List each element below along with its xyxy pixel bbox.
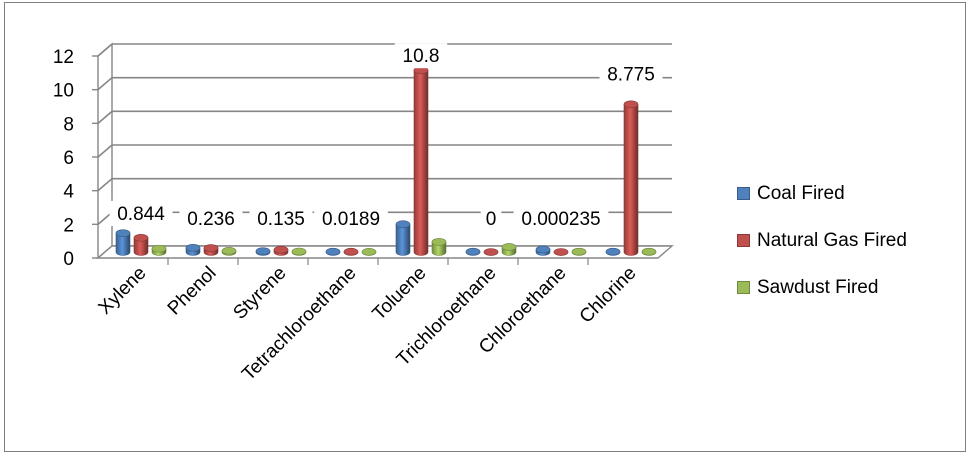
floor — [96, 245, 674, 259]
bar-coal-fired-tetrachloroethane — [325, 247, 341, 256]
bar-coal-fired-phenol — [185, 243, 201, 256]
bar-coal-fired-styrene — [255, 247, 271, 256]
data-label-bg — [513, 206, 609, 231]
bar-sawdust-fired-chlorine — [641, 247, 657, 256]
bar-natural-gas-fired-chlorine — [623, 100, 639, 256]
x-tick-label-chlorine: Chlorine — [576, 263, 641, 328]
x-tick-label-xylene: Xylene — [95, 263, 151, 319]
data-label-bg — [249, 206, 313, 231]
gridline — [97, 144, 672, 158]
bar-natural-gas-fired-xylene — [133, 233, 149, 256]
bar-sawdust-fired-tetrachloroethane — [361, 248, 377, 256]
legend-swatch-coal-fired — [737, 187, 750, 200]
data-label-bg — [109, 201, 173, 226]
gridline — [97, 110, 672, 124]
legend-label-sawdust-fired: Sawdust Fired — [757, 276, 879, 298]
bar-natural-gas-fired-tetrachloroethane — [343, 247, 359, 256]
legend: Coal Fired Natural Gas Fired Sawdust Fir… — [737, 170, 907, 311]
legend-label-natural-gas-fired: Natural Gas Fired — [757, 229, 907, 251]
bar-sawdust-fired-toluene — [431, 238, 447, 256]
data-label-tetrachloroethane: 0.0189 — [322, 209, 380, 230]
gridline — [97, 177, 672, 192]
legend-swatch-natural-gas-fired — [737, 234, 750, 247]
data-label-toluene: 10.8 — [403, 46, 440, 67]
data-label-bg — [179, 206, 243, 231]
data-label-bg — [480, 206, 502, 231]
bar-coal-fired-chlorine — [605, 247, 621, 256]
gridline — [97, 76, 672, 91]
data-label-trichloroethane: 0 — [486, 209, 497, 230]
bar-coal-fired-toluene — [395, 220, 411, 256]
legend-swatch-sawdust-fired — [737, 281, 750, 294]
y-tick-label: 10 — [53, 81, 74, 102]
bar-natural-gas-fired-phenol — [203, 244, 219, 256]
bar-coal-fired-xylene — [115, 229, 131, 256]
bar-natural-gas-fired-trichloroethane — [483, 248, 499, 256]
bar-coal-fired-trichloroethane — [465, 247, 481, 256]
y-tick-label: 4 — [63, 182, 74, 203]
bar-sawdust-fired-styrene — [291, 247, 307, 256]
y-tick-label: 2 — [63, 215, 74, 236]
data-label-bg — [599, 61, 663, 87]
x-tick-label-styrene: Styrene — [229, 263, 290, 324]
y-tick-label: 0 — [63, 249, 74, 270]
gridline — [97, 43, 672, 57]
y-tick-label: 8 — [63, 114, 74, 135]
data-label-phenol: 0.236 — [187, 209, 235, 230]
y-tick-label: 12 — [53, 47, 74, 68]
x-tick-label-toluene: Toluene — [369, 263, 431, 325]
bar-sawdust-fired-xylene — [151, 244, 167, 256]
data-label-chlorine: 8.775 — [607, 64, 655, 85]
bar-sawdust-fired-phenol — [221, 247, 237, 256]
legend-item-natural-gas-fired: Natural Gas Fired — [737, 217, 907, 264]
bar-coal-fired-chloroethane — [535, 245, 551, 256]
legend-item-sawdust-fired: Sawdust Fired — [737, 264, 907, 311]
bar-sawdust-fired-chloroethane — [571, 247, 587, 256]
data-label-bg — [314, 206, 388, 231]
x-tick-label-phenol: Phenol — [164, 263, 221, 320]
y-tick-label: 6 — [63, 148, 74, 169]
data-label-xylene: 0.844 — [117, 204, 165, 225]
legend-item-coal-fired: Coal Fired — [737, 170, 907, 217]
data-label-chloroethane: 0.000235 — [521, 209, 600, 230]
data-label-bg — [394, 43, 448, 69]
bar-natural-gas-fired-chloroethane — [553, 248, 569, 256]
legend-label-coal-fired: Coal Fired — [757, 182, 845, 204]
data-label-styrene: 0.135 — [257, 209, 305, 230]
bar-sawdust-fired-trichloroethane — [501, 243, 517, 256]
bar-natural-gas-fired-toluene — [413, 66, 429, 256]
bar-natural-gas-fired-styrene — [273, 245, 289, 256]
